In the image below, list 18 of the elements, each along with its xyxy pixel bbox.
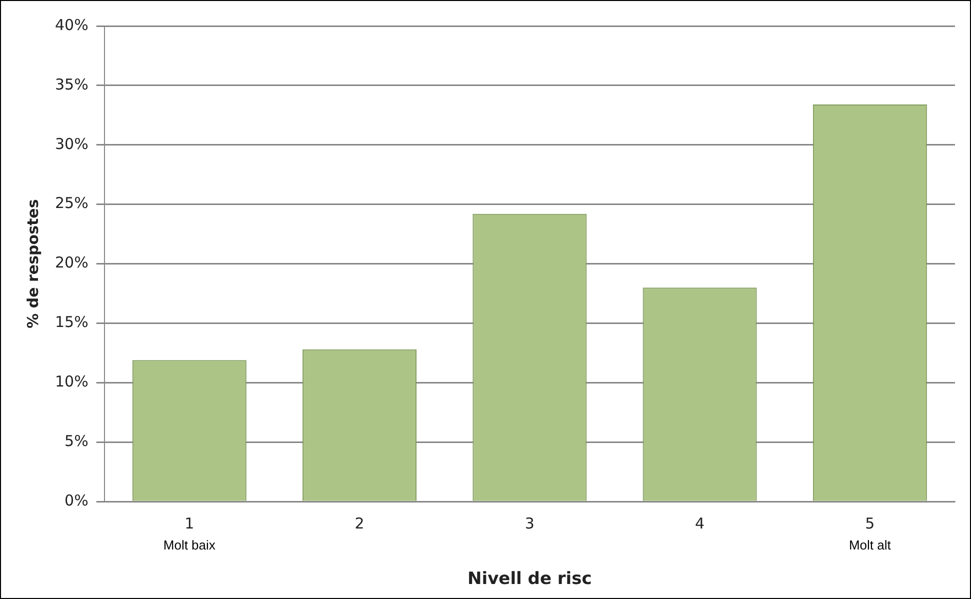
x-axis-title: Nivell de risc bbox=[468, 569, 592, 590]
x-tick-label: 5 bbox=[865, 514, 875, 532]
y-tick-label: 35% bbox=[54, 75, 88, 94]
y-tick-label: 20% bbox=[54, 254, 88, 272]
x-tick-label: 3 bbox=[524, 514, 534, 532]
x-tick-label: 1 bbox=[184, 514, 194, 532]
y-tick-label: 25% bbox=[54, 194, 88, 212]
y-tick-label: 10% bbox=[54, 372, 88, 391]
text: Molt alt bbox=[848, 538, 892, 553]
y-tick-label: 40% bbox=[54, 16, 88, 34]
y-tick-label: 5% bbox=[64, 432, 88, 450]
x-tick-label: 4 bbox=[695, 514, 705, 532]
y-tick-label: 15% bbox=[54, 313, 88, 332]
y-tick-label: 0% bbox=[64, 491, 88, 510]
x-tick-label: 2 bbox=[354, 514, 364, 532]
text: Molt baix bbox=[163, 538, 216, 553]
y-tick-label: 30% bbox=[54, 134, 88, 153]
y-axis-title: % de respostes bbox=[24, 199, 42, 328]
